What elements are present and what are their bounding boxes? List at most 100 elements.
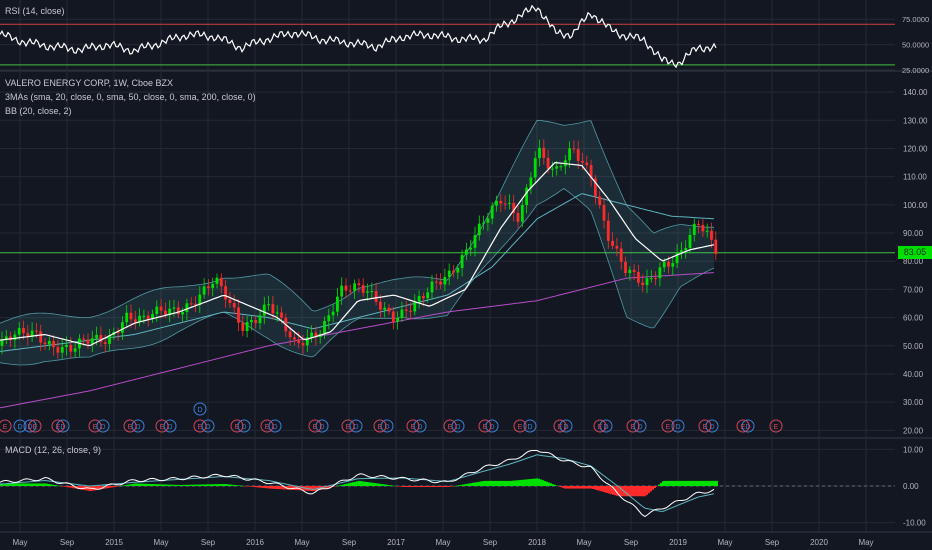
macd-histogram-bar bbox=[200, 484, 202, 486]
candle-body bbox=[52, 340, 55, 348]
dividend-marker-label: D bbox=[675, 424, 680, 431]
macd-histogram-bar bbox=[268, 486, 270, 489]
rsi-tick-label: 50.0000 bbox=[902, 41, 929, 50]
macd-histogram-bar bbox=[94, 486, 96, 491]
macd-histogram-bar bbox=[510, 480, 512, 486]
dividend-marker-label: D bbox=[709, 424, 714, 431]
candle-body bbox=[245, 322, 249, 331]
dividend-marker bbox=[741, 419, 755, 433]
candle-body bbox=[606, 220, 610, 241]
macd-histogram-bar bbox=[706, 480, 708, 486]
macd-histogram-bar bbox=[354, 481, 356, 486]
price-tick-label: 30.00 bbox=[903, 398, 924, 407]
macd-histogram-bar bbox=[324, 486, 326, 489]
macd-histogram-bar bbox=[572, 486, 574, 489]
price-tick-label: 90.00 bbox=[903, 229, 924, 238]
macd-histogram-bar bbox=[564, 486, 566, 489]
earnings-marker bbox=[341, 419, 355, 433]
candle-body bbox=[482, 222, 485, 224]
bb-label: BB (20, close, 2) bbox=[5, 106, 72, 116]
earnings-marker-label: E bbox=[411, 424, 416, 431]
candle-body bbox=[598, 196, 602, 206]
candle-body bbox=[301, 343, 305, 346]
candle-body bbox=[559, 166, 563, 168]
candle-body bbox=[516, 212, 520, 222]
macd-histogram-bar bbox=[388, 484, 390, 486]
macd-histogram-bar bbox=[414, 486, 416, 488]
candle-body bbox=[628, 269, 632, 273]
macd-histogram-bar bbox=[418, 486, 420, 488]
macd-histogram-bar bbox=[546, 481, 548, 486]
earnings-marker bbox=[193, 419, 207, 433]
macd-histogram-bar bbox=[342, 484, 344, 486]
x-tick-label: May bbox=[12, 538, 27, 547]
macd-histogram-bar bbox=[542, 480, 544, 486]
earnings-marker bbox=[373, 419, 387, 433]
earnings-marker-label: E bbox=[265, 424, 270, 431]
candle-body bbox=[43, 342, 47, 345]
macd-histogram-bar bbox=[174, 484, 176, 486]
macd-histogram-bar bbox=[166, 484, 168, 486]
candle-body bbox=[503, 203, 507, 205]
dividend-marker-label: D bbox=[384, 424, 389, 431]
macd-histogram-bar bbox=[106, 486, 108, 489]
price-tick-label: 140.00 bbox=[903, 88, 928, 97]
earnings-marker-label: E bbox=[128, 424, 133, 431]
macd-histogram-bar bbox=[290, 486, 292, 490]
macd-histogram-bar bbox=[48, 483, 50, 486]
macd-histogram-bar bbox=[210, 484, 212, 486]
candle-body bbox=[22, 328, 25, 334]
macd-histogram-bar bbox=[474, 482, 476, 486]
earnings-marker bbox=[736, 419, 750, 433]
macd-histogram-bar bbox=[400, 486, 402, 487]
price-tick-label: 130.00 bbox=[903, 116, 928, 125]
macd-histogram-bar bbox=[100, 486, 102, 490]
macd-histogram-bar bbox=[238, 485, 240, 486]
macd-histogram-bar bbox=[128, 484, 130, 486]
candle-body bbox=[133, 319, 137, 323]
macd-histogram-bar bbox=[158, 484, 160, 486]
candle-body bbox=[430, 281, 434, 293]
dividend-marker bbox=[413, 419, 427, 433]
candle-body bbox=[138, 315, 141, 323]
candle-body bbox=[391, 311, 395, 322]
macd-histogram-bar bbox=[274, 486, 276, 489]
macd-histogram-bar bbox=[634, 486, 636, 497]
macd-histogram-bar bbox=[584, 486, 586, 489]
macd-histogram-bar bbox=[196, 484, 198, 486]
dividend-marker-label: D bbox=[637, 424, 642, 431]
candle-body bbox=[258, 315, 262, 324]
price-tick-label: 50.00 bbox=[903, 342, 924, 351]
macd-histogram-bar bbox=[684, 480, 686, 486]
macd-histogram-bar bbox=[628, 486, 630, 497]
macd-histogram-bar bbox=[64, 486, 66, 487]
dividend-marker-label: D bbox=[353, 424, 358, 431]
candle-body bbox=[331, 311, 335, 316]
candle-body bbox=[615, 245, 619, 249]
macd-tick-label: 10.00 bbox=[903, 445, 924, 454]
candle-body bbox=[594, 178, 597, 197]
macd-histogram-bar bbox=[670, 480, 672, 486]
candle-body bbox=[447, 270, 451, 277]
macd-histogram-bar bbox=[186, 484, 188, 486]
candle-body bbox=[520, 204, 524, 222]
macd-histogram-bar bbox=[50, 484, 52, 486]
candle-body bbox=[551, 168, 554, 170]
x-tick-label: Sep bbox=[201, 538, 216, 547]
candle-body bbox=[499, 200, 503, 204]
earnings-marker-label: E bbox=[598, 424, 603, 431]
macd-histogram-bar bbox=[680, 480, 682, 486]
macd-histogram-bar bbox=[262, 486, 264, 488]
candle-body bbox=[465, 249, 468, 255]
candle-body bbox=[508, 202, 511, 204]
candle-body bbox=[357, 283, 361, 285]
earnings-marker bbox=[0, 419, 12, 433]
macd-histogram-bar bbox=[132, 483, 134, 486]
macd-histogram-bar bbox=[642, 486, 644, 497]
earnings-marker bbox=[698, 419, 712, 433]
earnings-marker-label: E bbox=[160, 424, 165, 431]
macd-histogram-bar bbox=[314, 486, 316, 491]
candle-body bbox=[684, 247, 688, 251]
earnings-marker-label: E bbox=[703, 424, 708, 431]
earnings-marker-label: E bbox=[666, 424, 671, 431]
